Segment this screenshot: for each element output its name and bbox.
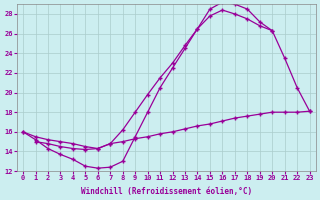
X-axis label: Windchill (Refroidissement éolien,°C): Windchill (Refroidissement éolien,°C) xyxy=(81,187,252,196)
